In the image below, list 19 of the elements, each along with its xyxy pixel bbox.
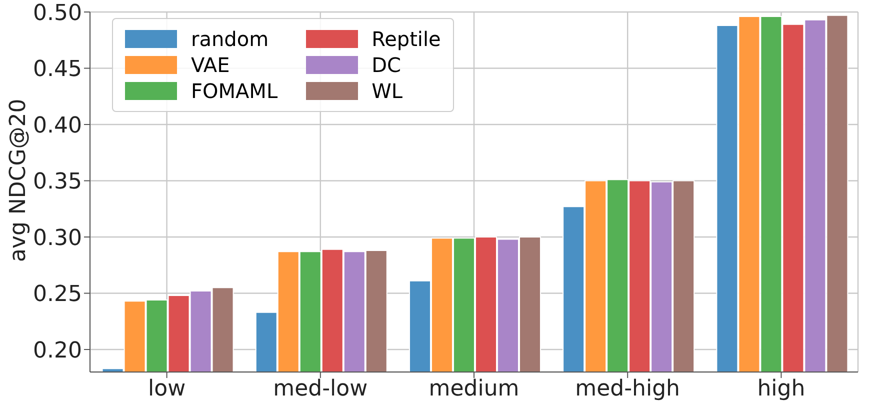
legend-label: VAE — [191, 53, 230, 77]
y-tick-label: 0.25 — [33, 282, 82, 308]
y-tick-label: 0.50 — [33, 0, 82, 26]
y-tick-label: 0.45 — [33, 57, 82, 82]
x-tick-label: high — [757, 376, 806, 402]
x-tick-label: med-low — [273, 376, 368, 402]
y-tick-label: 0.35 — [33, 170, 82, 195]
legend-label: WL — [372, 79, 403, 103]
x-tick-label: med-high — [575, 376, 680, 402]
legend-label: DC — [372, 53, 401, 77]
legend-label: Reptile — [372, 27, 441, 51]
y-tick-label: 0.20 — [33, 338, 82, 364]
x-tick-label: medium — [428, 376, 520, 402]
y-axis-title: avg NDCG@20 — [6, 98, 31, 262]
y-tick-label: 0.40 — [33, 113, 82, 138]
legend-label: FOMAML — [191, 79, 278, 103]
x-tick-label: low — [148, 376, 186, 402]
legend-label: random — [191, 27, 269, 51]
y-tick-label: 0.30 — [33, 226, 82, 251]
